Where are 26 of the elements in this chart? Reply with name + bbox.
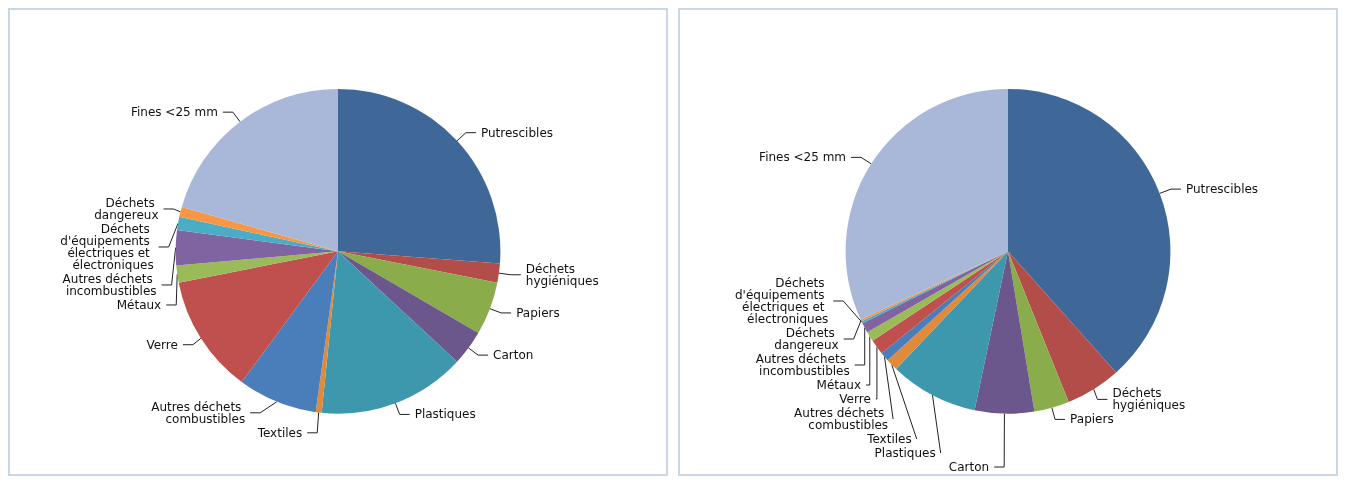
slice-label: Métaux	[116, 297, 162, 312]
slice-label: Autres déchets combustibles	[794, 406, 889, 432]
slice-label: Autres déchets incombustibles	[755, 352, 850, 378]
slice-label: Déchets d'équipements électriques et électroniques	[734, 276, 829, 326]
slice-label: Déchets dangereux	[774, 326, 839, 352]
slice-label: Carton	[493, 348, 534, 363]
slice-label: Putrescibles	[480, 125, 554, 140]
slice-label: Déchets d'équipements électriques et électroniques	[60, 221, 154, 272]
slice-label: Plastiques	[414, 407, 476, 422]
slice-label: Carton	[948, 460, 990, 474]
slice-label: Textiles	[256, 425, 303, 440]
slice-label: Plastiques	[874, 446, 936, 460]
slice-label: Déchets hygiéniques	[1112, 386, 1186, 413]
slice-label: Métaux	[816, 378, 862, 392]
slice-label: Papiers	[516, 305, 560, 320]
slice-label: Putrescibles	[1185, 182, 1259, 197]
slice-label: Déchets hygiéniques	[525, 261, 599, 288]
slice-label: Autres déchets incombustibles	[62, 271, 157, 298]
slice-label: Déchets dangereux	[94, 195, 159, 222]
slice-label: Verre	[839, 392, 871, 406]
slice-label: Autres déchets combustibles	[151, 399, 246, 426]
slice-label: Fines <25 mm	[759, 150, 847, 165]
slice-label: Papiers	[1070, 412, 1114, 427]
slice-label: Fines <25 mm	[130, 105, 218, 120]
slice-label: Verre	[146, 337, 178, 352]
slice-label: Textiles	[866, 432, 912, 446]
